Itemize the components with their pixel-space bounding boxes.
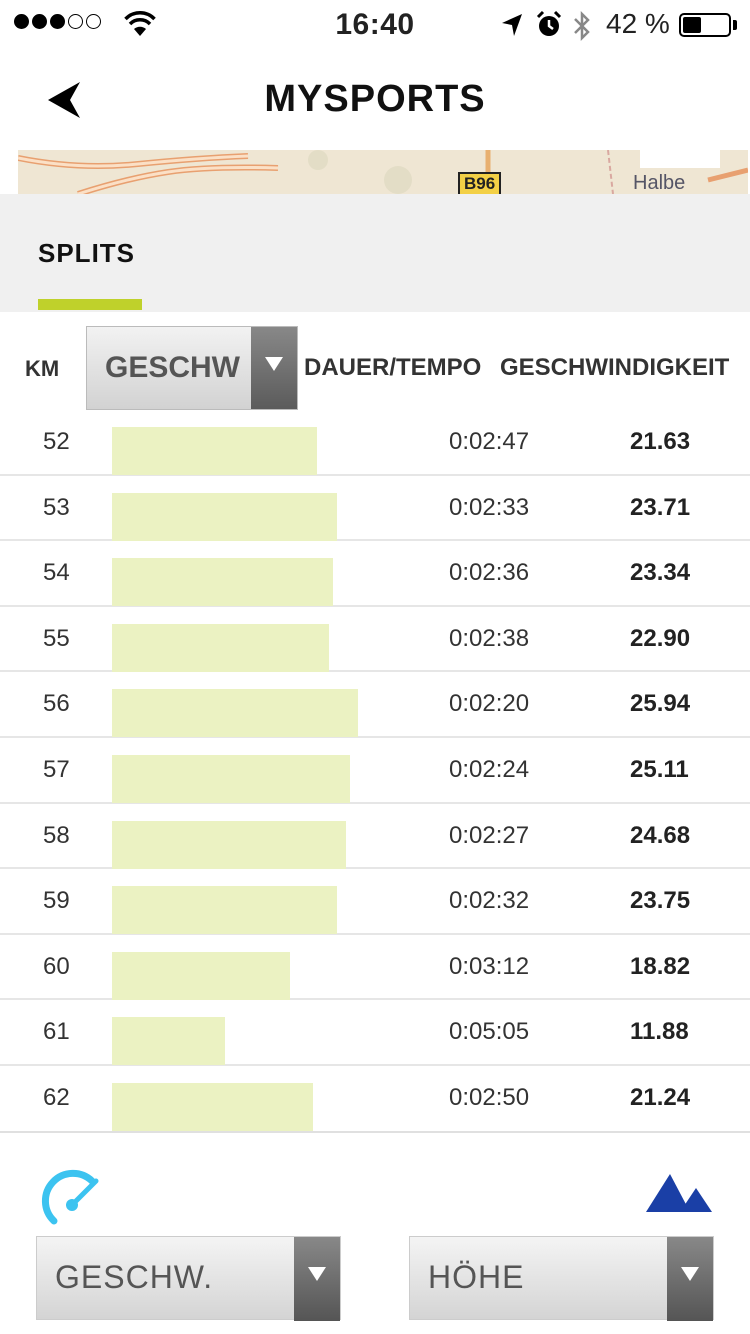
signal-strength-icon (14, 14, 101, 29)
left-metric-select[interactable]: GESCHW. (36, 1236, 341, 1321)
split-km: 56 (43, 690, 70, 718)
mountain-icon (646, 1174, 712, 1212)
nav-bar: MYSPORTS (0, 50, 750, 150)
divider (0, 1131, 750, 1133)
speed-bar (112, 820, 346, 869)
split-km: 57 (43, 755, 70, 783)
split-duration: 0:02:24 (449, 755, 530, 783)
splits-table-body: 52 0:02:47 21.63 53 0:02:33 23.71 54 0:02:36 2… (0, 410, 750, 1132)
table-row: 57 0:02:24 25.11 (0, 738, 750, 804)
status-time: 16:40 (335, 8, 415, 41)
table-row: 54 0:02:36 23.34 (0, 541, 750, 607)
split-km: 60 (43, 952, 70, 980)
split-speed: 23.75 (630, 887, 691, 915)
metric-select-value: GESCHW (105, 351, 240, 384)
battery-icon (679, 13, 731, 37)
split-km: 62 (43, 1083, 70, 1111)
speed-bar (112, 492, 337, 541)
speed-bar (112, 754, 350, 803)
status-bar: 16:40 42 % (0, 0, 750, 50)
table-row: 58 0:02:27 24.68 (0, 804, 750, 870)
route-map[interactable]: B96 Halbe (18, 150, 748, 194)
metric-select[interactable]: GESCHW (86, 326, 298, 410)
speed-bar (112, 886, 337, 935)
split-duration: 0:02:32 (449, 887, 530, 915)
table-row: 61 0:05:05 11.88 (0, 1000, 750, 1066)
split-duration: 0:02:20 (449, 690, 530, 718)
table-row: 60 0:03:12 18.82 (0, 935, 750, 1001)
table-row: 55 0:02:38 22.90 (0, 607, 750, 673)
split-km: 59 (43, 887, 70, 915)
split-km: 52 (43, 428, 70, 455)
split-duration: 0:02:50 (449, 1083, 530, 1111)
split-speed: 21.63 (630, 428, 691, 455)
split-speed: 11.88 (630, 1018, 689, 1046)
split-km: 53 (43, 493, 70, 521)
tab-bar: SPLITS (0, 194, 750, 312)
tab-active-indicator (38, 299, 142, 310)
speed-bar (112, 558, 333, 607)
chevron-down-icon[interactable] (667, 1237, 713, 1321)
split-duration: 0:03:12 (449, 952, 530, 980)
split-duration: 0:02:36 (449, 559, 530, 587)
split-duration: 0:02:38 (449, 624, 530, 652)
split-speed: 22.90 (630, 624, 691, 652)
tab-splits[interactable]: SPLITS (38, 238, 136, 268)
speed-bar (112, 623, 329, 672)
table-row: 52 0:02:47 21.63 (0, 410, 750, 476)
wifi-icon (124, 11, 156, 36)
column-header-speed: GESCHWINDIGKEIT (500, 354, 730, 381)
split-speed: 25.94 (630, 690, 691, 718)
right-metric-select-value: HÖHE (428, 1259, 525, 1295)
right-metric-select[interactable]: HÖHE (409, 1236, 714, 1321)
split-speed: 23.71 (630, 493, 691, 521)
battery-tip (733, 20, 737, 30)
split-km: 58 (43, 821, 70, 849)
split-speed: 18.82 (630, 952, 691, 980)
split-km: 61 (43, 1018, 70, 1046)
split-speed: 25.11 (630, 755, 689, 783)
map-route-label: B96 (458, 172, 502, 194)
table-row: 56 0:02:20 25.94 (0, 672, 750, 738)
alarm-clock-icon (536, 10, 562, 36)
speed-bar (112, 951, 290, 1000)
location-arrow-icon (502, 14, 522, 36)
split-speed: 24.68 (630, 821, 691, 849)
table-row: 62 0:02:50 21.24 (0, 1066, 750, 1132)
column-header-km: KM (25, 356, 60, 381)
speed-bar (112, 427, 317, 475)
split-duration: 0:02:27 (449, 821, 530, 849)
bluetooth-icon (574, 10, 590, 42)
speed-bar (112, 1082, 313, 1131)
column-header-duration: DAUER/TEMPO (304, 354, 482, 381)
page-title: MYSPORTS (264, 78, 486, 120)
split-speed: 23.34 (630, 559, 691, 587)
split-km: 55 (43, 624, 70, 652)
map-place-label: Halbe (633, 172, 686, 194)
split-duration: 0:02:47 (449, 428, 530, 455)
table-row: 59 0:02:32 23.75 (0, 869, 750, 935)
split-speed: 21.24 (630, 1083, 691, 1111)
split-duration: 0:02:33 (449, 493, 530, 521)
chevron-down-icon[interactable] (251, 327, 297, 409)
table-row: 53 0:02:33 23.71 (0, 476, 750, 542)
speed-bar (112, 1017, 225, 1066)
left-metric-select-value: GESCHW. (55, 1259, 214, 1295)
speed-bar (112, 689, 358, 738)
splits-table-header: KM GESCHW DAUER/TEMPO GESCHWINDIGKEIT (0, 312, 750, 418)
split-km: 54 (43, 559, 70, 587)
speedometer-icon (41, 1169, 99, 1225)
battery-percent: 42 % (606, 8, 670, 39)
back-arrow-icon[interactable] (44, 80, 90, 120)
split-duration: 0:05:05 (449, 1018, 530, 1046)
chevron-down-icon[interactable] (294, 1237, 340, 1321)
